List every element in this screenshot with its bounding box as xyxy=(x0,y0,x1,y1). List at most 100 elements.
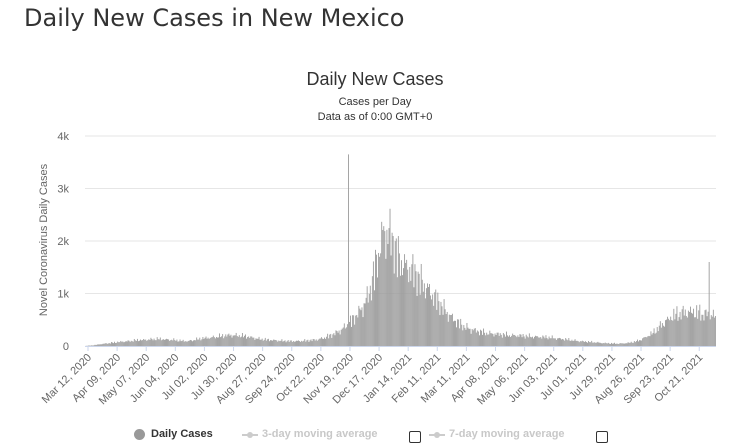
bar-daily-cases[interactable] xyxy=(653,328,655,346)
bar-daily-cases[interactable] xyxy=(338,330,340,346)
bar-daily-cases[interactable] xyxy=(104,343,106,346)
bar-daily-cases[interactable] xyxy=(329,334,331,346)
bar-daily-cases[interactable] xyxy=(461,324,463,346)
bar-daily-cases[interactable] xyxy=(510,337,512,346)
bar-daily-cases[interactable] xyxy=(221,336,223,346)
bar-daily-cases[interactable] xyxy=(534,336,535,346)
bar-daily-cases[interactable] xyxy=(155,340,157,346)
bar-daily-cases[interactable] xyxy=(409,266,411,346)
bar-daily-cases[interactable] xyxy=(665,320,666,346)
bar-daily-cases[interactable] xyxy=(311,341,313,346)
bar-daily-cases[interactable] xyxy=(679,311,681,346)
bar-daily-cases[interactable] xyxy=(580,341,582,346)
bar-daily-cases[interactable] xyxy=(464,327,466,346)
bar-daily-cases[interactable] xyxy=(279,341,281,346)
bar-daily-cases[interactable] xyxy=(421,279,423,346)
bar-daily-cases[interactable] xyxy=(356,314,358,346)
bar-daily-cases[interactable] xyxy=(230,334,232,346)
bar-daily-cases[interactable] xyxy=(361,307,363,346)
bar-daily-cases[interactable] xyxy=(412,254,414,346)
bar-daily-cases[interactable] xyxy=(621,343,623,346)
bar-daily-cases[interactable] xyxy=(444,309,446,346)
bar-daily-cases[interactable] xyxy=(436,309,438,346)
legend-item-7-day-average[interactable]: 7-day moving average xyxy=(429,428,565,440)
bar-daily-cases[interactable] xyxy=(306,340,308,346)
bar-daily-cases[interactable] xyxy=(319,338,321,346)
bar-daily-cases[interactable] xyxy=(457,319,459,346)
bar-daily-cases[interactable] xyxy=(380,253,382,346)
bar-daily-cases[interactable] xyxy=(348,154,349,347)
bar-daily-cases[interactable] xyxy=(187,340,189,346)
bar-daily-cases[interactable] xyxy=(383,226,385,346)
bar-daily-cases[interactable] xyxy=(650,331,652,346)
bar-daily-cases[interactable] xyxy=(684,309,686,346)
bar-daily-cases[interactable] xyxy=(488,334,490,346)
bar-daily-cases[interactable] xyxy=(373,290,375,346)
bar-daily-cases[interactable] xyxy=(96,344,98,346)
bar-daily-cases[interactable] xyxy=(328,338,330,346)
bar-daily-cases[interactable] xyxy=(703,320,705,346)
bar-daily-cases[interactable] xyxy=(166,338,167,346)
bar-daily-cases[interactable] xyxy=(605,343,607,346)
bar-daily-cases[interactable] xyxy=(175,340,177,346)
bar-daily-cases[interactable] xyxy=(345,327,347,346)
bar-daily-cases[interactable] xyxy=(543,336,545,346)
bar-daily-cases[interactable] xyxy=(489,330,491,346)
bar-daily-cases[interactable] xyxy=(95,344,97,346)
bar-daily-cases[interactable] xyxy=(524,338,526,346)
bar-daily-cases[interactable] xyxy=(236,336,238,346)
bar-daily-cases[interactable] xyxy=(455,320,456,346)
bar-daily-cases[interactable] xyxy=(512,333,514,346)
bar-daily-cases[interactable] xyxy=(273,339,275,346)
bar-daily-cases[interactable] xyxy=(172,340,174,346)
bar-daily-cases[interactable] xyxy=(346,324,348,346)
bar-daily-cases[interactable] xyxy=(557,338,559,346)
bar-daily-cases[interactable] xyxy=(614,342,616,346)
bar-daily-cases[interactable] xyxy=(486,332,488,346)
bar-daily-cases[interactable] xyxy=(280,340,282,346)
bar-daily-cases[interactable] xyxy=(678,317,680,346)
bar-daily-cases[interactable] xyxy=(240,336,242,346)
bar-daily-cases[interactable] xyxy=(619,343,621,346)
bar-daily-cases[interactable] xyxy=(709,319,711,346)
bar-daily-cases[interactable] xyxy=(189,339,191,346)
bar-daily-cases[interactable] xyxy=(259,339,261,346)
bar-daily-cases[interactable] xyxy=(151,339,153,346)
bar-daily-cases[interactable] xyxy=(535,335,536,346)
bar-daily-cases[interactable] xyxy=(94,344,96,346)
bar-daily-cases[interactable] xyxy=(167,339,168,346)
bar-daily-cases[interactable] xyxy=(397,236,399,346)
bar-daily-cases[interactable] xyxy=(433,305,435,346)
bar-daily-cases[interactable] xyxy=(337,332,339,346)
bar-daily-cases[interactable] xyxy=(133,338,135,346)
bar-daily-cases[interactable] xyxy=(245,334,246,346)
bar-daily-cases[interactable] xyxy=(601,343,603,347)
bar-daily-cases[interactable] xyxy=(309,340,311,346)
bar-daily-cases[interactable] xyxy=(160,340,162,346)
bar-daily-cases[interactable] xyxy=(294,341,296,346)
bar-daily-cases[interactable] xyxy=(300,341,302,346)
bar-daily-cases[interactable] xyxy=(696,305,698,346)
bar-daily-cases[interactable] xyxy=(290,340,292,346)
bar-daily-cases[interactable] xyxy=(471,329,473,346)
bar-daily-cases[interactable] xyxy=(298,340,299,346)
bar-daily-cases[interactable] xyxy=(127,340,129,346)
bar-daily-cases[interactable] xyxy=(642,338,644,346)
bar-daily-cases[interactable] xyxy=(233,335,235,346)
bar-daily-cases[interactable] xyxy=(336,330,338,346)
bar-daily-cases[interactable] xyxy=(205,336,207,346)
bar-daily-cases[interactable] xyxy=(705,309,707,346)
bar-daily-cases[interactable] xyxy=(548,336,550,346)
bar-daily-cases[interactable] xyxy=(129,341,131,346)
bar-daily-cases[interactable] xyxy=(260,339,262,346)
bar-daily-cases[interactable] xyxy=(264,337,266,346)
bar-daily-cases[interactable] xyxy=(683,315,685,346)
bar-daily-cases[interactable] xyxy=(263,339,265,346)
bar-daily-cases[interactable] xyxy=(367,302,369,346)
bar-daily-cases[interactable] xyxy=(198,339,200,346)
bar-daily-cases[interactable] xyxy=(550,338,552,346)
bar-daily-cases[interactable] xyxy=(169,340,171,346)
bar-daily-cases[interactable] xyxy=(174,340,176,346)
bar-daily-cases[interactable] xyxy=(363,303,365,346)
bar-daily-cases[interactable] xyxy=(381,221,383,346)
